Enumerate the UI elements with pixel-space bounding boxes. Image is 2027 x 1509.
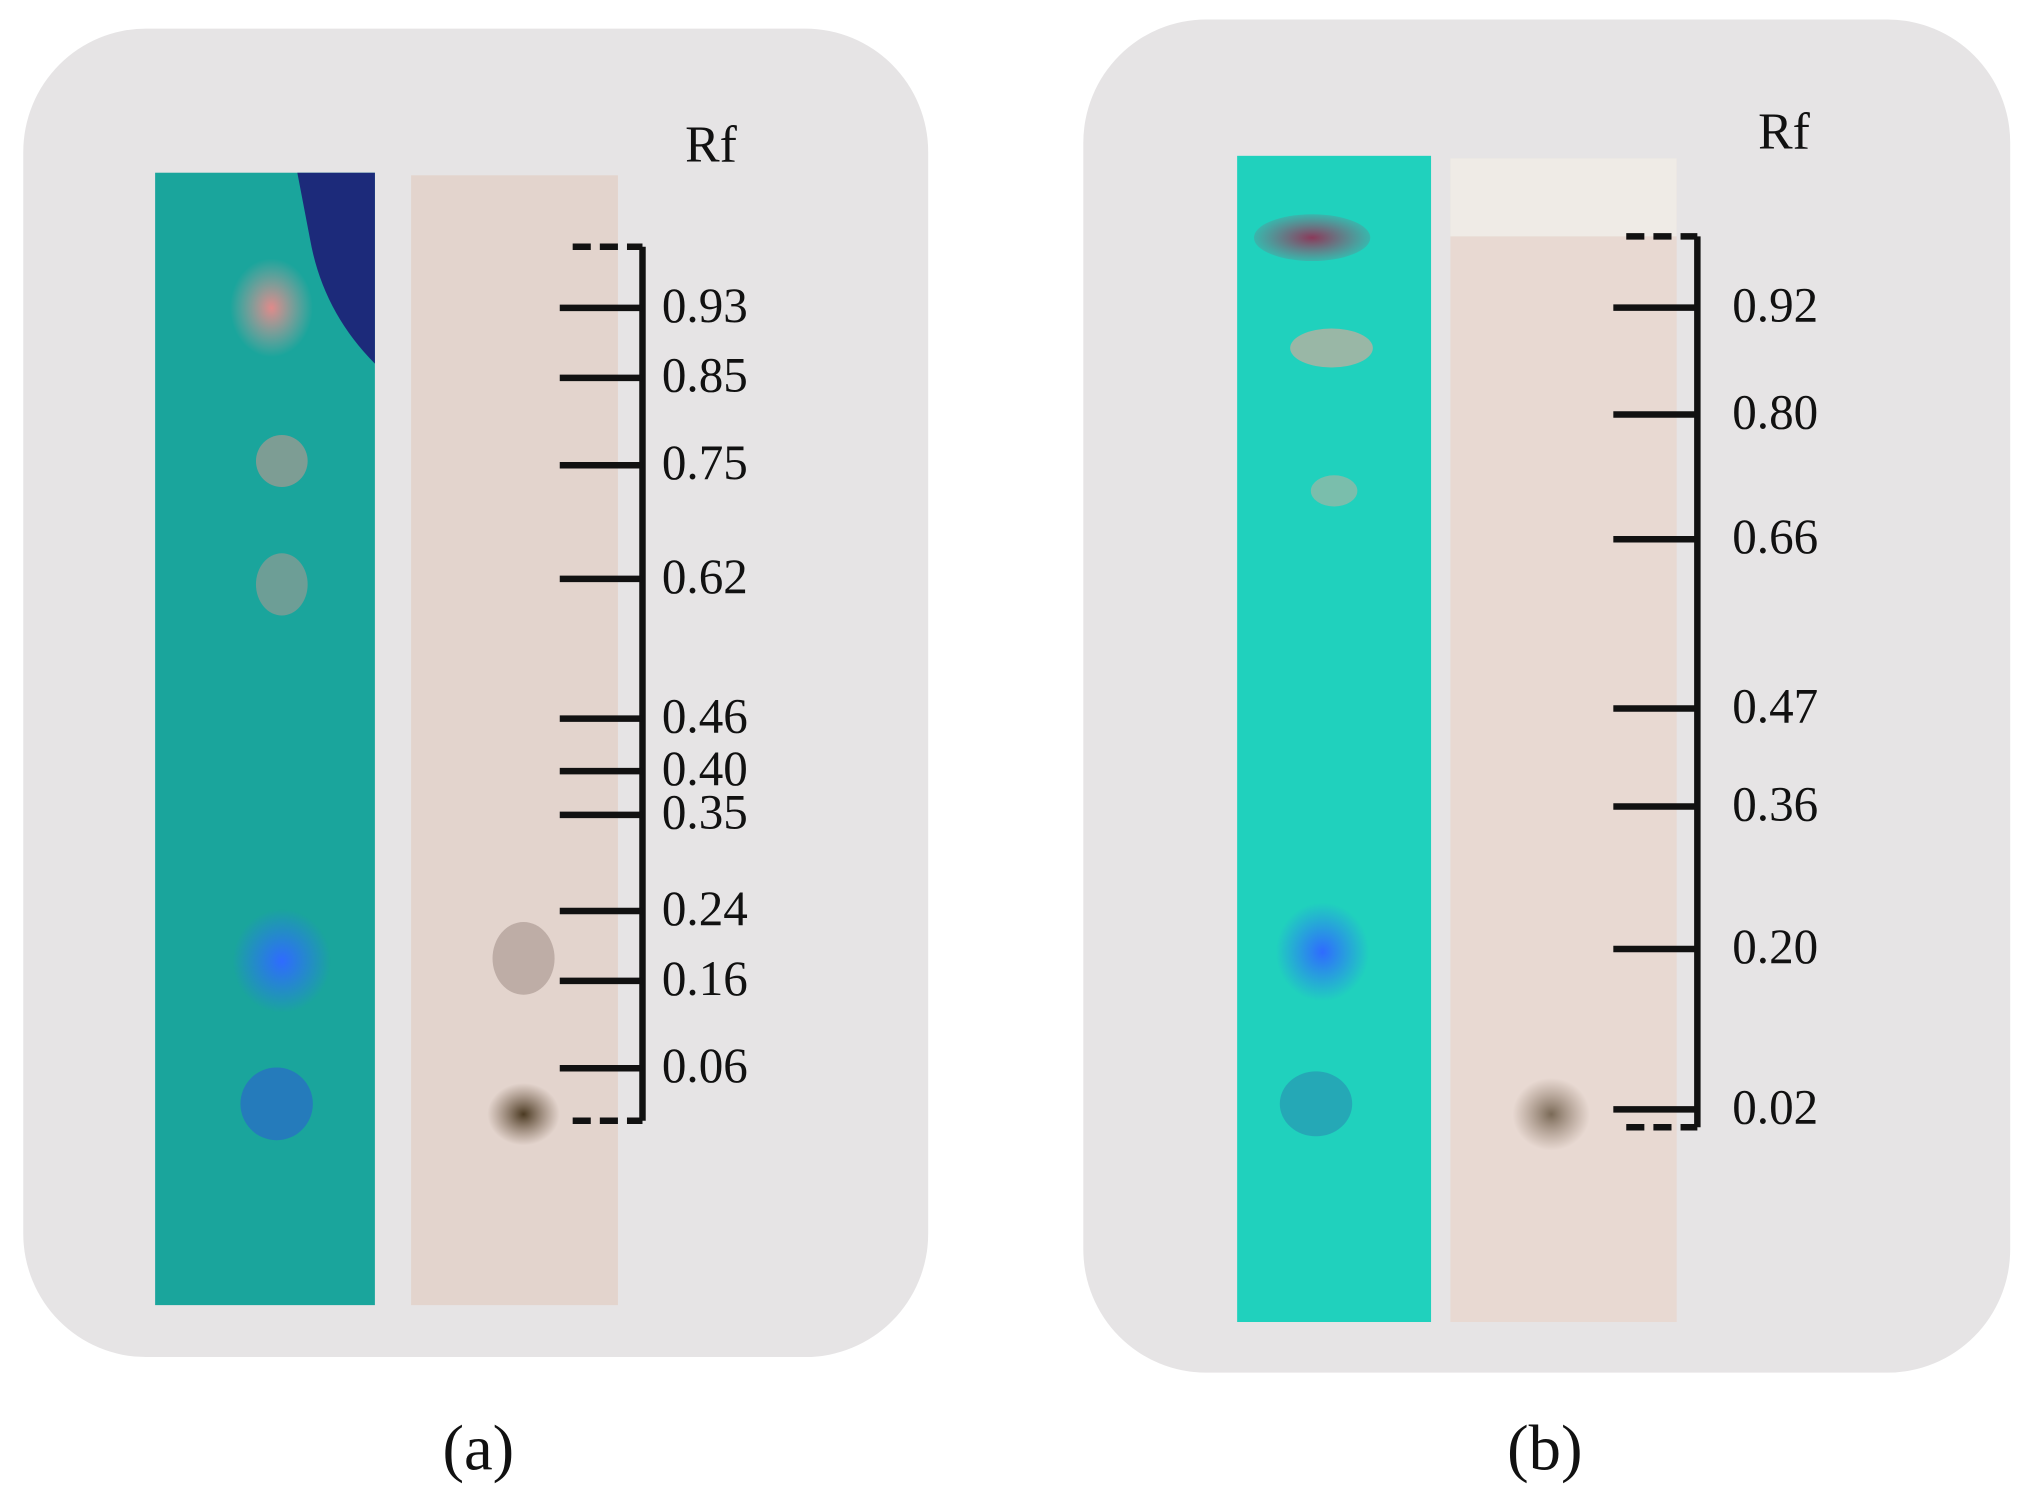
- spot: [1290, 328, 1373, 368]
- rf-tick-label: 0.06: [662, 1038, 748, 1093]
- spot: [1279, 1071, 1353, 1137]
- panel-b: Rf (b): [1083, 19, 2011, 1484]
- panel-a: Rf (a): [23, 28, 929, 1484]
- spot: [232, 909, 331, 1013]
- spot: [1253, 214, 1371, 262]
- rf-tick-label: 0.20: [1732, 919, 1818, 974]
- spot: [487, 1083, 560, 1146]
- plate-top: [1450, 158, 1677, 237]
- rf-tick-label: 0.47: [1732, 678, 1818, 733]
- caption: (a): [442, 1412, 514, 1484]
- rf-tick-label: 0.35: [662, 785, 748, 840]
- rf-tick-label: 0.66: [1732, 509, 1818, 564]
- rf-label: Rf: [685, 116, 737, 173]
- spot: [255, 435, 308, 487]
- rf-tick-label: 0.93: [662, 278, 748, 333]
- rf-tick-label: 0.92: [1732, 277, 1818, 332]
- rf-tick-label: 0.75: [662, 435, 748, 490]
- rf-tick-label: 0.62: [662, 549, 748, 604]
- rf-tick-label: 0.46: [662, 689, 748, 744]
- spot: [1275, 902, 1370, 1002]
- rf-tick-label: 0.16: [662, 951, 748, 1006]
- rf-tick-label: 0.36: [1732, 776, 1818, 831]
- spot: [230, 258, 313, 358]
- spot: [492, 922, 555, 995]
- rf-label: Rf: [1758, 103, 1810, 160]
- rf-tick-label: 0.85: [662, 348, 748, 403]
- spot: [1512, 1077, 1591, 1151]
- plate-shadow: [297, 172, 375, 364]
- spot: [1310, 475, 1358, 507]
- rf-tick-label: 0.24: [662, 881, 748, 936]
- spot: [240, 1067, 313, 1141]
- rf-tick-label: 0.80: [1732, 384, 1818, 439]
- caption: (b): [1507, 1412, 1582, 1484]
- rf-tick-label: 0.40: [662, 741, 748, 796]
- rf-tick-label: 0.02: [1732, 1079, 1818, 1134]
- spot: [255, 553, 308, 616]
